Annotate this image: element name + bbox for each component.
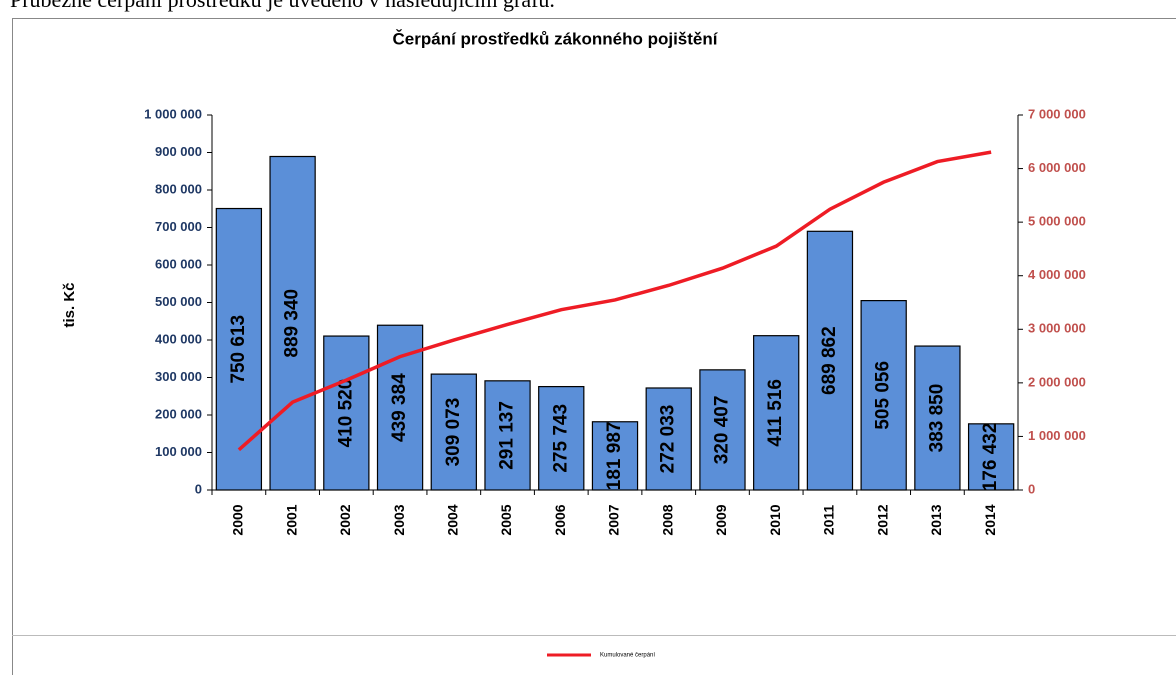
bar bbox=[215, 207, 263, 491]
data-label: 272 033 bbox=[658, 405, 679, 474]
data-label: 181 987 bbox=[604, 422, 625, 491]
data-label: 410 520 bbox=[335, 379, 356, 448]
y-tick-label: 100 000 bbox=[155, 444, 202, 459]
y-tick-label: 200 000 bbox=[155, 406, 202, 421]
chart-title: Čerpání prostředků zákonného pojištění bbox=[393, 29, 719, 48]
x-tick-label: 2002 bbox=[337, 504, 353, 535]
data-label: 411 516 bbox=[765, 379, 786, 447]
data-label: 291 137 bbox=[497, 401, 518, 470]
bar bbox=[860, 300, 907, 491]
y-tick-label: 400 000 bbox=[155, 331, 202, 346]
x-tick-label: 2011 bbox=[821, 505, 837, 536]
data-label: 505 056 bbox=[873, 361, 894, 430]
y2-tick-label: 1 000 000 bbox=[1028, 428, 1086, 443]
x-tick-label: 2012 bbox=[874, 504, 890, 535]
x-tick-label: 2006 bbox=[552, 504, 568, 535]
y2-tick-label: 5 000 000 bbox=[1028, 214, 1086, 229]
y2-tick-label: 3 000 000 bbox=[1028, 321, 1086, 336]
y-tick-label: 0 bbox=[195, 481, 202, 496]
bar bbox=[645, 387, 692, 491]
bar bbox=[699, 369, 746, 491]
x-tick-label: 2005 bbox=[498, 504, 514, 535]
data-label: 689 862 bbox=[819, 326, 840, 395]
y2-tick-label: 2 000 000 bbox=[1028, 374, 1086, 389]
data-label: 275 743 bbox=[550, 404, 571, 473]
data-label: 320 407 bbox=[711, 396, 732, 465]
bar bbox=[967, 423, 1015, 491]
y-axis-label: tis. Kč bbox=[61, 282, 78, 327]
y-tick-label: 600 000 bbox=[155, 256, 202, 271]
x-tick-label: 2003 bbox=[391, 504, 407, 535]
bar bbox=[591, 421, 639, 491]
x-tick-label: 2004 bbox=[445, 504, 461, 535]
line bbox=[237, 150, 992, 452]
y-tick-label: 300 000 bbox=[155, 369, 202, 384]
data-label: 383 850 bbox=[926, 384, 947, 453]
bar bbox=[753, 335, 800, 491]
y-tick-label: 500 000 bbox=[155, 294, 202, 309]
x-tick-label: 2013 bbox=[928, 504, 944, 535]
legend-label: Kumulované čerpání bbox=[600, 653, 655, 659]
data-label: 309 073 bbox=[443, 398, 464, 467]
bar bbox=[484, 380, 531, 491]
intro-text: Průběžné čerpání prostředků je uvedeno v… bbox=[10, 0, 555, 12]
bar bbox=[430, 373, 477, 491]
data-label: 439 384 bbox=[389, 373, 410, 442]
y2-tick-label: 0 bbox=[1028, 481, 1035, 496]
x-tick-label: 2000 bbox=[230, 504, 246, 535]
x-tick-label: 2001 bbox=[283, 504, 299, 535]
y2-tick-label: 7 000 000 bbox=[1028, 106, 1086, 121]
x-tick-label: 2009 bbox=[713, 504, 729, 535]
y-tick-label: 800 000 bbox=[155, 181, 202, 196]
y-tick-label: 700 000 bbox=[155, 219, 202, 234]
data-label: 889 340 bbox=[282, 289, 303, 358]
bar bbox=[538, 385, 585, 491]
bar bbox=[323, 335, 370, 491]
y2-tick-label: 6 000 000 bbox=[1028, 160, 1086, 175]
bar bbox=[806, 230, 854, 491]
x-tick-label: 2008 bbox=[659, 504, 675, 535]
bar bbox=[269, 155, 316, 491]
y-tick-label: 900 000 bbox=[155, 144, 202, 159]
x-tick-label: 2007 bbox=[606, 504, 622, 535]
data-label: 750 613 bbox=[228, 315, 249, 384]
x-tick-label: 2010 bbox=[767, 504, 783, 535]
bar bbox=[914, 345, 961, 491]
data-label: 176 432 bbox=[980, 423, 1001, 492]
x-tick-label: 2014 bbox=[982, 504, 998, 535]
y-tick-label: 1 000 000 bbox=[144, 106, 202, 121]
y2-tick-label: 4 000 000 bbox=[1028, 267, 1086, 282]
